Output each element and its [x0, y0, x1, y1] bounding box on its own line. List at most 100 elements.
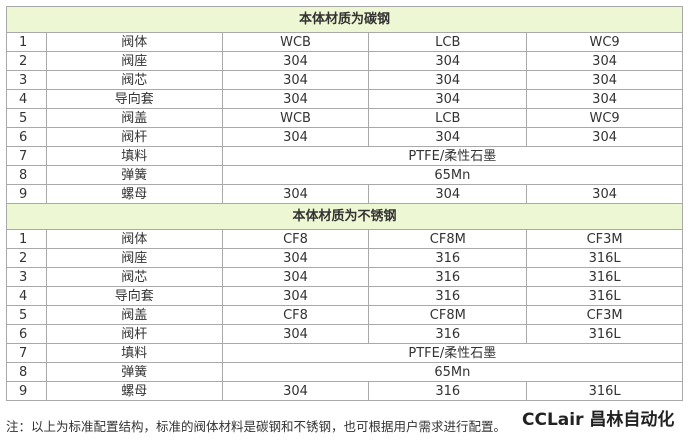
material-2: 304	[368, 127, 528, 147]
material-1: 304	[221, 184, 370, 204]
section-header: 本体材质为碳钢	[6, 6, 683, 33]
material-1: 65Mn	[221, 165, 684, 185]
part-name: 阀座	[45, 51, 223, 71]
material-2: 304	[368, 70, 528, 90]
table-row: 6 阀杆 304 316 316L	[6, 324, 683, 344]
table-row: 6 阀杆 304 304 304	[6, 127, 683, 147]
part-name: 阀芯	[45, 267, 223, 287]
part-name: 导向套	[45, 286, 223, 306]
material-1: 304	[221, 89, 370, 109]
table-row: 7 填料 PTFE/柔性石墨	[6, 146, 684, 166]
part-name: 填料	[45, 146, 223, 166]
row-number: 8	[6, 165, 47, 185]
material-3: 304	[526, 184, 683, 204]
material-1: 304	[221, 248, 370, 268]
material-2: 304	[368, 51, 528, 71]
row-number: 7	[6, 343, 47, 363]
section-title: 本体材质为不锈钢	[6, 203, 683, 230]
material-3: 316L	[526, 248, 683, 268]
table-row: 4 导向套 304 304 304	[6, 89, 683, 109]
section-title: 本体材质为碳钢	[6, 6, 683, 33]
material-2: 316	[368, 248, 528, 268]
part-name: 阀芯	[45, 70, 223, 90]
table-row: 1 阀体 CF8 CF8M CF3M	[6, 229, 683, 249]
table-row: 7 填料 PTFE/柔性石墨	[6, 343, 684, 363]
material-3: CF3M	[526, 305, 683, 325]
part-name: 阀体	[45, 32, 223, 52]
material-3: 304	[526, 51, 683, 71]
table-row: 4 导向套 304 316 316L	[6, 286, 683, 306]
material-1: 304	[221, 267, 370, 287]
material-3: 316L	[526, 267, 683, 287]
material-3: 304	[526, 127, 683, 147]
table-row: 3 阀芯 304 316 316L	[6, 267, 683, 287]
material-1: 65Mn	[221, 362, 684, 382]
material-3: 316L	[526, 324, 683, 344]
material-3: WC9	[526, 32, 683, 52]
row-number: 9	[6, 184, 47, 204]
table-row: 3 阀芯 304 304 304	[6, 70, 683, 90]
material-2: 316	[368, 286, 528, 306]
material-1: 304	[221, 286, 370, 306]
part-name: 螺母	[45, 184, 223, 204]
row-number: 4	[6, 286, 47, 306]
table-row: 9 螺母 304 316 316L	[6, 381, 683, 401]
row-number: 5	[6, 305, 47, 325]
row-number: 3	[6, 70, 47, 90]
material-3: 316L	[526, 286, 683, 306]
material-2: 304	[368, 89, 528, 109]
material-1: 304	[221, 127, 370, 147]
material-2: LCB	[368, 32, 528, 52]
material-2: 316	[368, 267, 528, 287]
material-1: CF8	[221, 229, 370, 249]
part-name: 阀杆	[45, 324, 223, 344]
part-name: 弹簧	[45, 362, 223, 382]
part-name: 导向套	[45, 89, 223, 109]
material-2: LCB	[368, 108, 528, 128]
part-name: 螺母	[45, 381, 223, 401]
part-name: 阀杆	[45, 127, 223, 147]
material-3: 304	[526, 70, 683, 90]
material-2: CF8M	[368, 305, 528, 325]
material-1: PTFE/柔性石墨	[221, 343, 684, 363]
table-row: 1 阀体 WCB LCB WC9	[6, 32, 683, 52]
table-row: 2 阀座 304 304 304	[6, 51, 683, 71]
material-1: CF8	[221, 305, 370, 325]
row-number: 8	[6, 362, 47, 382]
row-number: 4	[6, 89, 47, 109]
row-number: 7	[6, 146, 47, 166]
material-2: CF8M	[368, 229, 528, 249]
material-1: 304	[221, 324, 370, 344]
table-row: 8 弹簧 65Mn	[6, 165, 684, 185]
material-1: WCB	[221, 108, 370, 128]
row-number: 6	[6, 127, 47, 147]
material-2: 304	[368, 184, 528, 204]
row-number: 1	[6, 229, 47, 249]
table-row: 9 螺母 304 304 304	[6, 184, 683, 204]
material-2: 316	[368, 381, 528, 401]
material-3: 316L	[526, 381, 683, 401]
section-header: 本体材质为不锈钢	[6, 203, 683, 230]
part-name: 弹簧	[45, 165, 223, 185]
part-name: 阀盖	[45, 305, 223, 325]
table-row: 2 阀座 304 316 316L	[6, 248, 683, 268]
part-name: 阀体	[45, 229, 223, 249]
material-3: WC9	[526, 108, 683, 128]
material-1: 304	[221, 70, 370, 90]
part-name: 阀盖	[45, 108, 223, 128]
table-row: 5 阀盖 WCB LCB WC9	[6, 108, 683, 128]
row-number: 3	[6, 267, 47, 287]
material-1: 304	[221, 51, 370, 71]
table-row: 8 弹簧 65Mn	[6, 362, 684, 382]
row-number: 2	[6, 248, 47, 268]
watermark-logo: CCLair 昌林自动化	[522, 410, 675, 430]
material-3: 304	[526, 89, 683, 109]
material-3: CF3M	[526, 229, 683, 249]
material-2: 316	[368, 324, 528, 344]
part-name: 阀座	[45, 248, 223, 268]
material-1: 304	[221, 381, 370, 401]
table-row: 5 阀盖 CF8 CF8M CF3M	[6, 305, 683, 325]
row-number: 1	[6, 32, 47, 52]
row-number: 6	[6, 324, 47, 344]
row-number: 9	[6, 381, 47, 401]
